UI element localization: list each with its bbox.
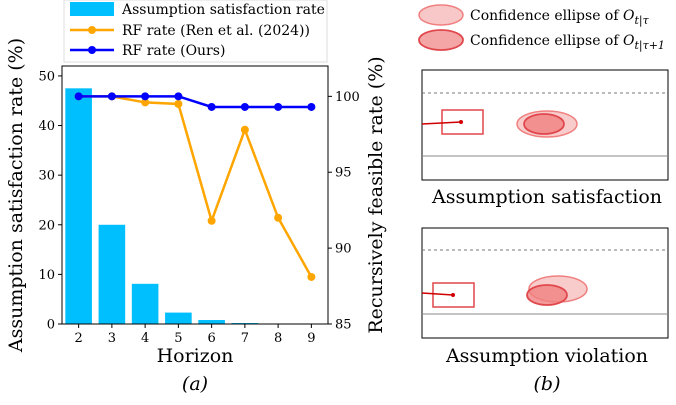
legend: Assumption satisfaction rate RF rate (Re…	[63, 0, 328, 63]
violation-panel: Assumption violation	[421, 227, 669, 367]
series-1-point-h9	[307, 102, 316, 111]
series-1-point-h4	[141, 92, 150, 101]
vehicle-box	[441, 109, 484, 135]
trajectory-point	[459, 120, 463, 124]
series-1-point-h7	[240, 102, 249, 111]
series-0-point-h8	[274, 213, 283, 222]
series-line-1	[78, 95, 312, 109]
series-1-point-h5	[174, 92, 183, 101]
legend-label-ren: RF rate (Ren et al. (2024))	[122, 23, 310, 39]
series-0-point-h6	[207, 216, 216, 225]
series-1-point-h3	[107, 92, 116, 101]
series-1-point-h6	[207, 102, 216, 111]
left-y-tick-label: 10	[38, 268, 55, 283]
bar-h6	[198, 320, 225, 324]
trajectory-line	[421, 292, 454, 296]
bar-h4	[131, 283, 159, 324]
legend-label-dark: Confidence ellipse of Ot|τ+1	[470, 33, 665, 53]
trajectory-point	[451, 293, 455, 297]
trajectory-line	[421, 121, 462, 125]
legend-ellipse-dark	[418, 29, 464, 51]
right-y-tick-label: 95	[335, 166, 352, 181]
left-y-tick-label: 20	[38, 218, 55, 233]
left-y-axis-label: Assumption satisfaction rate (%)	[5, 38, 27, 353]
x-tick-label: 3	[108, 331, 116, 346]
bar-series	[65, 88, 259, 324]
right-y-axis-label: Recursively feasible rate (%)	[365, 56, 387, 333]
left-y-tick-label: 50	[38, 69, 55, 84]
series-0-point-h5	[174, 99, 183, 108]
right-y-tick-label: 90	[335, 242, 352, 257]
ellipse-t-tau-plus-1	[523, 113, 565, 135]
ellipse-t-tau-plus-1	[526, 284, 568, 306]
satisfaction-caption: Assumption satisfaction	[431, 186, 662, 208]
legend-label-bars: Assumption satisfaction rate	[121, 2, 325, 18]
x-tick-label: 4	[141, 331, 149, 346]
right-y-tick-label: 100	[335, 90, 360, 105]
series-0-point-h4	[141, 98, 150, 107]
satisfaction-panel: Assumption satisfaction	[421, 69, 669, 208]
bar-h5	[165, 312, 192, 324]
x-tick-label: 2	[74, 331, 82, 346]
series-1-point-h8	[274, 102, 283, 111]
series-0-point-h9	[307, 272, 316, 281]
x-axis-label: Horizon	[157, 345, 234, 367]
panel-a-chart: 2 3 4 5 6 7 8 9 0 10 20 30 40 50 85 90 95 100 Horizon A…	[5, 0, 387, 395]
bar-h2	[65, 88, 92, 324]
ellipse-legend: Confidence ellipse of Ot|τ Confidence el…	[418, 4, 665, 53]
right-y-tick-label: 85	[335, 318, 352, 333]
legend-label-light: Confidence ellipse of Ot|τ	[470, 8, 650, 28]
left-y-tick-label: 0	[47, 318, 55, 333]
line-series	[74, 92, 316, 281]
right-y-axis-ticks: 85 90 95 100	[328, 90, 360, 333]
series-1-point-h2	[74, 92, 83, 101]
panel-b-diagram: Confidence ellipse of Ot|τ Confidence el…	[418, 4, 669, 395]
x-tick-label: 9	[307, 331, 315, 346]
violation-caption: Assumption violation	[445, 345, 648, 367]
plot-frame	[61, 65, 329, 325]
legend-marker-ren	[88, 26, 96, 34]
panel-a-label: (a)	[182, 373, 208, 395]
left-y-axis-ticks: 0 10 20 30 40 50	[38, 69, 62, 333]
x-axis-ticks: 2 3 4 5 6 7 8 9	[74, 324, 316, 346]
bar-h3	[98, 224, 126, 324]
legend-swatch-bars	[70, 2, 114, 16]
legend-marker-ours	[88, 46, 96, 54]
series-0-point-h7	[240, 125, 249, 134]
left-y-tick-label: 40	[38, 119, 55, 134]
x-tick-label: 5	[174, 331, 182, 346]
x-tick-label: 7	[241, 331, 249, 346]
legend-label-ours: RF rate (Ours)	[122, 43, 225, 59]
left-y-tick-label: 30	[38, 169, 55, 184]
vehicle-box	[432, 282, 475, 308]
legend-ellipse-light	[418, 4, 464, 26]
panel-b-label: (b)	[534, 373, 561, 395]
x-tick-label: 8	[274, 331, 282, 346]
x-tick-label: 6	[207, 331, 215, 346]
